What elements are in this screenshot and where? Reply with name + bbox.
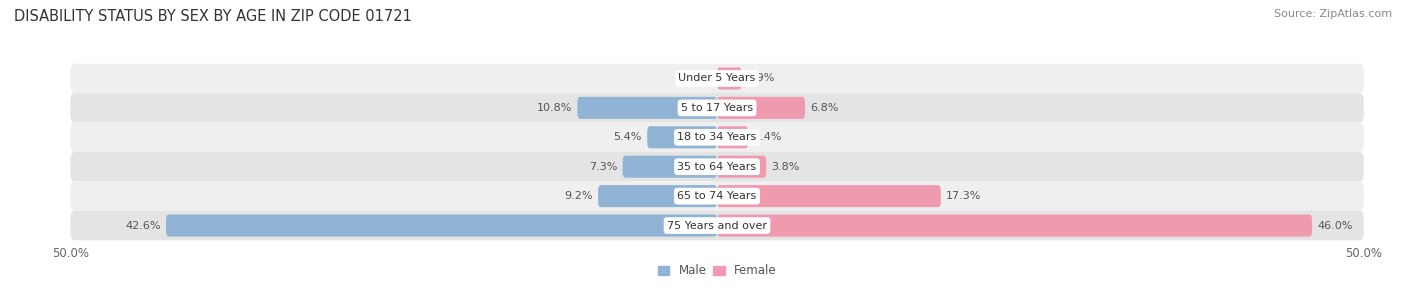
- Text: 2.4%: 2.4%: [754, 132, 782, 142]
- Text: 6.8%: 6.8%: [810, 103, 838, 113]
- FancyBboxPatch shape: [70, 152, 1364, 181]
- Text: 46.0%: 46.0%: [1317, 220, 1353, 230]
- Text: 10.8%: 10.8%: [537, 103, 572, 113]
- FancyBboxPatch shape: [717, 215, 1312, 237]
- FancyBboxPatch shape: [166, 215, 717, 237]
- FancyBboxPatch shape: [717, 126, 748, 148]
- Text: Under 5 Years: Under 5 Years: [679, 74, 755, 84]
- Legend: Male, Female: Male, Female: [658, 264, 776, 278]
- FancyBboxPatch shape: [717, 97, 806, 119]
- FancyBboxPatch shape: [717, 185, 941, 207]
- FancyBboxPatch shape: [717, 67, 741, 89]
- Text: 1.9%: 1.9%: [747, 74, 775, 84]
- Text: 17.3%: 17.3%: [946, 191, 981, 201]
- FancyBboxPatch shape: [70, 123, 1364, 152]
- FancyBboxPatch shape: [717, 156, 766, 178]
- FancyBboxPatch shape: [70, 64, 1364, 93]
- Text: 3.8%: 3.8%: [772, 162, 800, 172]
- Text: 9.2%: 9.2%: [564, 191, 593, 201]
- FancyBboxPatch shape: [623, 156, 717, 178]
- Text: DISABILITY STATUS BY SEX BY AGE IN ZIP CODE 01721: DISABILITY STATUS BY SEX BY AGE IN ZIP C…: [14, 9, 412, 24]
- Text: 5.4%: 5.4%: [613, 132, 643, 142]
- Text: 7.3%: 7.3%: [589, 162, 617, 172]
- Text: 0.0%: 0.0%: [683, 74, 711, 84]
- Text: 5 to 17 Years: 5 to 17 Years: [681, 103, 754, 113]
- FancyBboxPatch shape: [647, 126, 717, 148]
- Text: 42.6%: 42.6%: [125, 220, 160, 230]
- Text: 18 to 34 Years: 18 to 34 Years: [678, 132, 756, 142]
- Text: 75 Years and over: 75 Years and over: [666, 220, 768, 230]
- Text: 65 to 74 Years: 65 to 74 Years: [678, 191, 756, 201]
- FancyBboxPatch shape: [598, 185, 717, 207]
- FancyBboxPatch shape: [70, 211, 1364, 240]
- FancyBboxPatch shape: [578, 97, 717, 119]
- FancyBboxPatch shape: [70, 93, 1364, 123]
- Text: 35 to 64 Years: 35 to 64 Years: [678, 162, 756, 172]
- Text: Source: ZipAtlas.com: Source: ZipAtlas.com: [1274, 9, 1392, 19]
- FancyBboxPatch shape: [70, 181, 1364, 211]
